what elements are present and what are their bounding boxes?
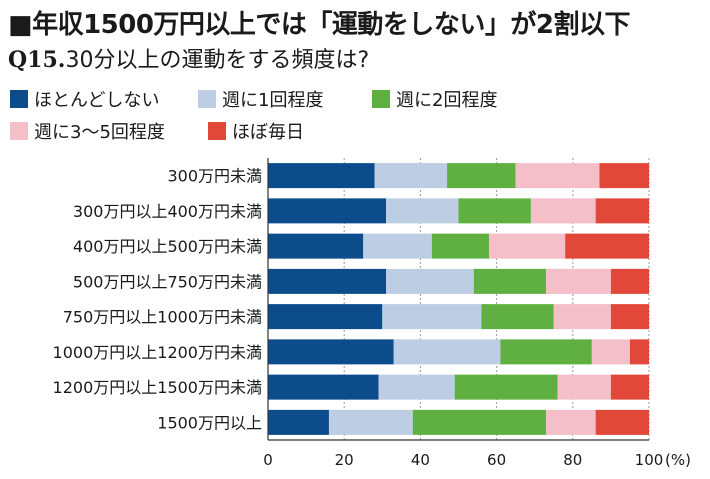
bar-segment [382, 304, 482, 330]
bar-segment [473, 268, 547, 294]
category-label: 1000万円以上1200万円未満 [53, 343, 262, 362]
bar-segment [431, 233, 489, 259]
x-tick-label: 60 [487, 451, 506, 469]
legend-swatch [198, 90, 216, 108]
x-axis-unit: (%) [665, 451, 691, 469]
legend-item: 週に3〜5回程度 [10, 118, 165, 144]
category-label: 1200万円以上1500万円未満 [53, 378, 262, 397]
bar-segment [515, 163, 600, 189]
bar-segment [328, 409, 413, 435]
bar-segment [386, 268, 474, 294]
legend-swatch [10, 90, 28, 108]
legend-label: ほぼ毎日 [232, 122, 304, 143]
category-label: 750万円以上1000万円未満 [63, 308, 262, 327]
legend-label: ほとんどしない [34, 90, 160, 111]
bar-segment [546, 268, 611, 294]
bar-segment [447, 163, 516, 189]
category-label: 300万円以上400万円未満 [73, 202, 262, 221]
legend-item: 週に2回程度 [372, 86, 497, 112]
bar-segment [530, 198, 596, 224]
bar-segment [610, 268, 649, 294]
bar-segment [629, 339, 649, 365]
bar-segment [268, 409, 329, 435]
category-label: 1500万円以上 [157, 413, 262, 432]
legend-swatch [10, 122, 28, 140]
question-text: 30分以上の運動をする頻度は? [65, 48, 370, 73]
legend-label: 週に2回程度 [396, 90, 498, 111]
bar-segment [599, 163, 649, 189]
bar-segment [488, 233, 566, 259]
bar-segment [268, 268, 387, 294]
bar-segment [557, 374, 611, 400]
legend-swatch [372, 90, 390, 108]
bar-segment [565, 233, 649, 259]
bar-segment [595, 409, 649, 435]
bar-segment [553, 304, 611, 330]
bar-segment [393, 339, 501, 365]
legend-swatch [208, 122, 226, 140]
bar-segment [546, 409, 596, 435]
bar-segment [610, 304, 649, 330]
legend-item: ほぼ毎日 [208, 118, 304, 144]
bar-segment [386, 198, 459, 224]
bar-segment [500, 339, 592, 365]
bar-segment [268, 339, 394, 365]
bar-segment [363, 233, 432, 259]
bar-segment [378, 374, 455, 400]
x-tick-label: 100 [635, 451, 664, 469]
bar-segment [454, 374, 558, 400]
x-tick-label: 20 [335, 451, 354, 469]
bar-segment [268, 233, 364, 259]
bar-segment [591, 339, 630, 365]
bar-segment [610, 374, 649, 400]
legend-item: 週に1回程度 [198, 86, 323, 112]
bar-segment [374, 163, 448, 189]
legend-label: 週に3〜5回程度 [34, 122, 165, 143]
category-label: 300万円未満 [167, 167, 262, 186]
chart-subtitle: Q15.30分以上の運動をする頻度は? [8, 42, 369, 74]
x-tick-label: 80 [563, 451, 582, 469]
category-label: 500万円以上750万円未満 [73, 272, 262, 291]
bar-segment [412, 409, 547, 435]
legend-label: 週に1回程度 [222, 90, 324, 111]
category-label: 400万円以上500万円未満 [73, 237, 262, 256]
bar-segment [595, 198, 649, 224]
question-number: Q15. [8, 47, 66, 73]
bar-segment [268, 198, 387, 224]
bar-segment [458, 198, 531, 224]
x-tick-label: 0 [263, 451, 273, 469]
chart-title: ■年収1500万円以上では「運動をしない」が2割以下 [8, 10, 631, 40]
legend-item: ほとんどしない [10, 86, 159, 112]
bar-segment [268, 304, 383, 330]
x-tick-label: 40 [411, 451, 430, 469]
bar-segment [481, 304, 554, 330]
bar-segment [268, 374, 379, 400]
bar-segment [268, 163, 375, 189]
